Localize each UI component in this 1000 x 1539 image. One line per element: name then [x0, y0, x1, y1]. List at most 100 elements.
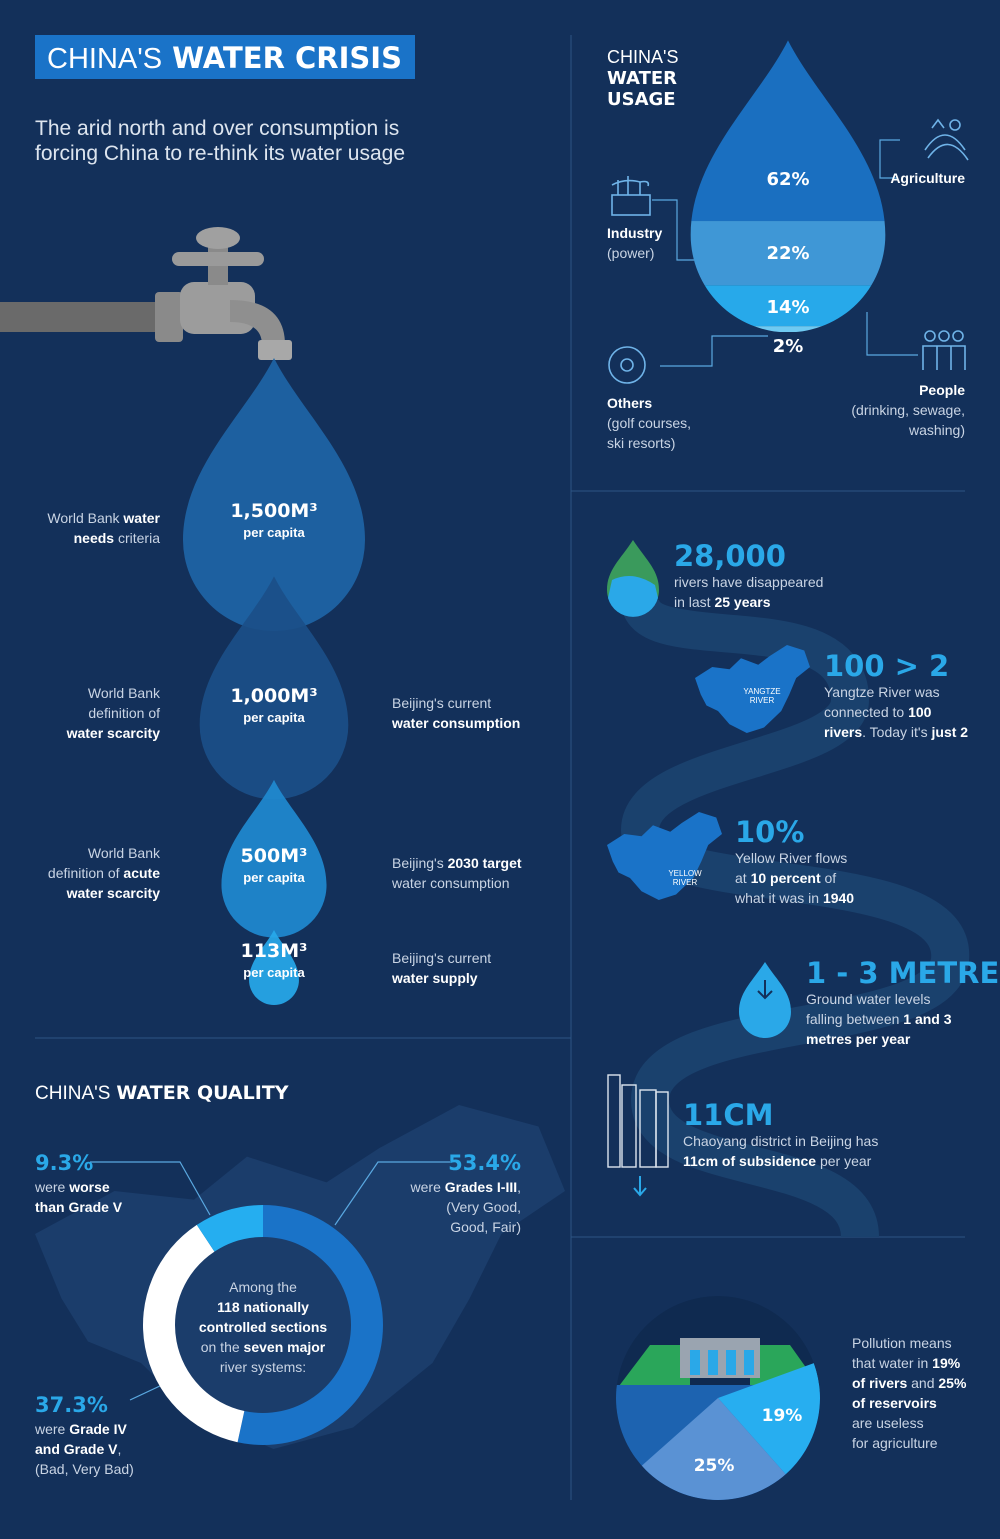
text-run: what it was in [734, 890, 823, 906]
text-run: 25% [938, 1375, 967, 1391]
text-line: river systems: [220, 1359, 306, 1375]
text-line: what it was in 1940 [734, 890, 854, 906]
text-run: Pollution means [852, 1335, 952, 1351]
text-run: 1940 [823, 890, 854, 906]
text-run: were [34, 1179, 69, 1195]
text-line: Chaoyang district in Beijing has [683, 1133, 878, 1149]
usage-detail: ski resorts) [607, 435, 675, 451]
text-line: are useless [852, 1415, 924, 1431]
text-line: Yellow River flows [735, 850, 847, 866]
pollution-pie [641, 1363, 820, 1500]
text-run: 100 [908, 704, 932, 720]
text-run: 118 nationally [217, 1299, 309, 1315]
text-line: Pollution means [852, 1335, 952, 1351]
text-run: 25 years [714, 594, 770, 610]
map-label: YANGTZE [743, 687, 780, 696]
text-run: were [34, 1421, 69, 1437]
map-label: RIVER [673, 878, 698, 887]
text-line: falling between 1 and 3 [806, 1011, 952, 1027]
text-run: metres per year [806, 1031, 911, 1047]
text-line: World Bank [88, 685, 161, 701]
quality-title-light: CHINA'S [35, 1083, 110, 1104]
text-run: World Bank [88, 685, 161, 701]
text-line: water consumption [391, 715, 520, 731]
text-line: (Bad, Very Bad) [35, 1461, 134, 1477]
text-line: water scarcity [66, 885, 161, 901]
text-run: (Very Good, [446, 1199, 521, 1215]
text-run: seven major [244, 1339, 326, 1355]
text-line: rivers. Today it's just 2 [824, 724, 968, 740]
text-run: Yellow River flows [735, 850, 847, 866]
text-run: rivers [824, 724, 862, 740]
text-run: rivers have disappeared [674, 574, 823, 590]
text-run: are useless [852, 1415, 924, 1431]
water-drop [183, 358, 365, 631]
text-run: World Bank [47, 510, 123, 526]
text-line: 11cm of subsidence per year [683, 1153, 872, 1169]
text-line: of rivers and 25% [852, 1375, 967, 1391]
text-line: were worse [34, 1179, 110, 1195]
quality-title: CHINA'S WATER QUALITY [35, 1082, 289, 1104]
text-run: Beijing's current [392, 950, 491, 966]
text-line: definition of acute [48, 865, 160, 881]
text-run: 10 percent [751, 870, 821, 886]
text-run: of reservoirs [852, 1395, 937, 1411]
usage-value: 2% [773, 336, 804, 357]
text-run: Chaoyang district in Beijing has [683, 1133, 878, 1149]
text-run: on the [201, 1339, 244, 1355]
text-line: Beijing's current [392, 695, 491, 711]
text-line: Good, Fair) [450, 1219, 521, 1235]
drop-value: 1,500M³ [230, 500, 317, 522]
title-light: CHINA'S [47, 43, 162, 75]
text-run: . Today it's [862, 724, 931, 740]
text-line: definition of [88, 705, 160, 721]
usage-title-light: CHINA'S [607, 47, 678, 67]
usage-value: 14% [766, 297, 809, 318]
text-line: and Grade V, [35, 1441, 121, 1457]
usage-value: 22% [766, 243, 809, 264]
text-run: than Grade V [35, 1199, 123, 1215]
title-bold: WATER CRISIS [172, 41, 402, 75]
fact-headline: 28,000 [674, 539, 786, 573]
usage-title: USAGE [607, 89, 676, 110]
text-run: Good, Fair) [450, 1219, 521, 1235]
text-run: Among the [229, 1279, 297, 1295]
text-line: 118 nationally [217, 1299, 309, 1315]
text-run: of rivers [852, 1375, 907, 1391]
text-run: water scarcity [66, 725, 161, 741]
fact-icons [607, 540, 810, 1197]
text-run: Yangtze River was [824, 684, 940, 700]
quality-value: 37.3% [35, 1393, 108, 1417]
text-run: Beijing's current [392, 695, 491, 711]
text-run: and [907, 1375, 938, 1391]
title: CHINA'S WATER CRISIS [47, 41, 402, 75]
text-line: of reservoirs [852, 1395, 937, 1411]
text-run: per year [816, 1153, 872, 1169]
text-run: water consumption [391, 875, 510, 891]
text-run: falling between [806, 1011, 903, 1027]
usage-band [690, 221, 886, 286]
fact-headline: 11CM [683, 1098, 774, 1132]
water-drop [199, 576, 349, 800]
slice-label: 19% [762, 1406, 803, 1426]
drop-value: 1,000M³ [230, 685, 317, 707]
text-run: water scarcity [66, 885, 161, 901]
text-run: (Bad, Very Bad) [35, 1461, 134, 1477]
text-run: Beijing's [392, 855, 448, 871]
text-line: water consumption [391, 875, 510, 891]
map-label: RIVER [750, 696, 775, 705]
text-run: controlled sections [199, 1319, 328, 1335]
text-line: Yangtze River was [824, 684, 940, 700]
text-run: criteria [114, 530, 160, 546]
donut-segment [142, 1224, 245, 1443]
text-line: than Grade V [35, 1199, 123, 1215]
text-line: World Bank water [47, 510, 160, 526]
map-label: YELLOW [668, 869, 702, 878]
usage-detail: (power) [607, 245, 654, 261]
pie-slice [718, 1363, 820, 1475]
text-run: Grade IV [69, 1421, 127, 1437]
text-run: of [821, 870, 837, 886]
text-run: for agriculture [852, 1435, 938, 1451]
text-run: were [410, 1179, 445, 1195]
text-run: definition of [88, 705, 160, 721]
